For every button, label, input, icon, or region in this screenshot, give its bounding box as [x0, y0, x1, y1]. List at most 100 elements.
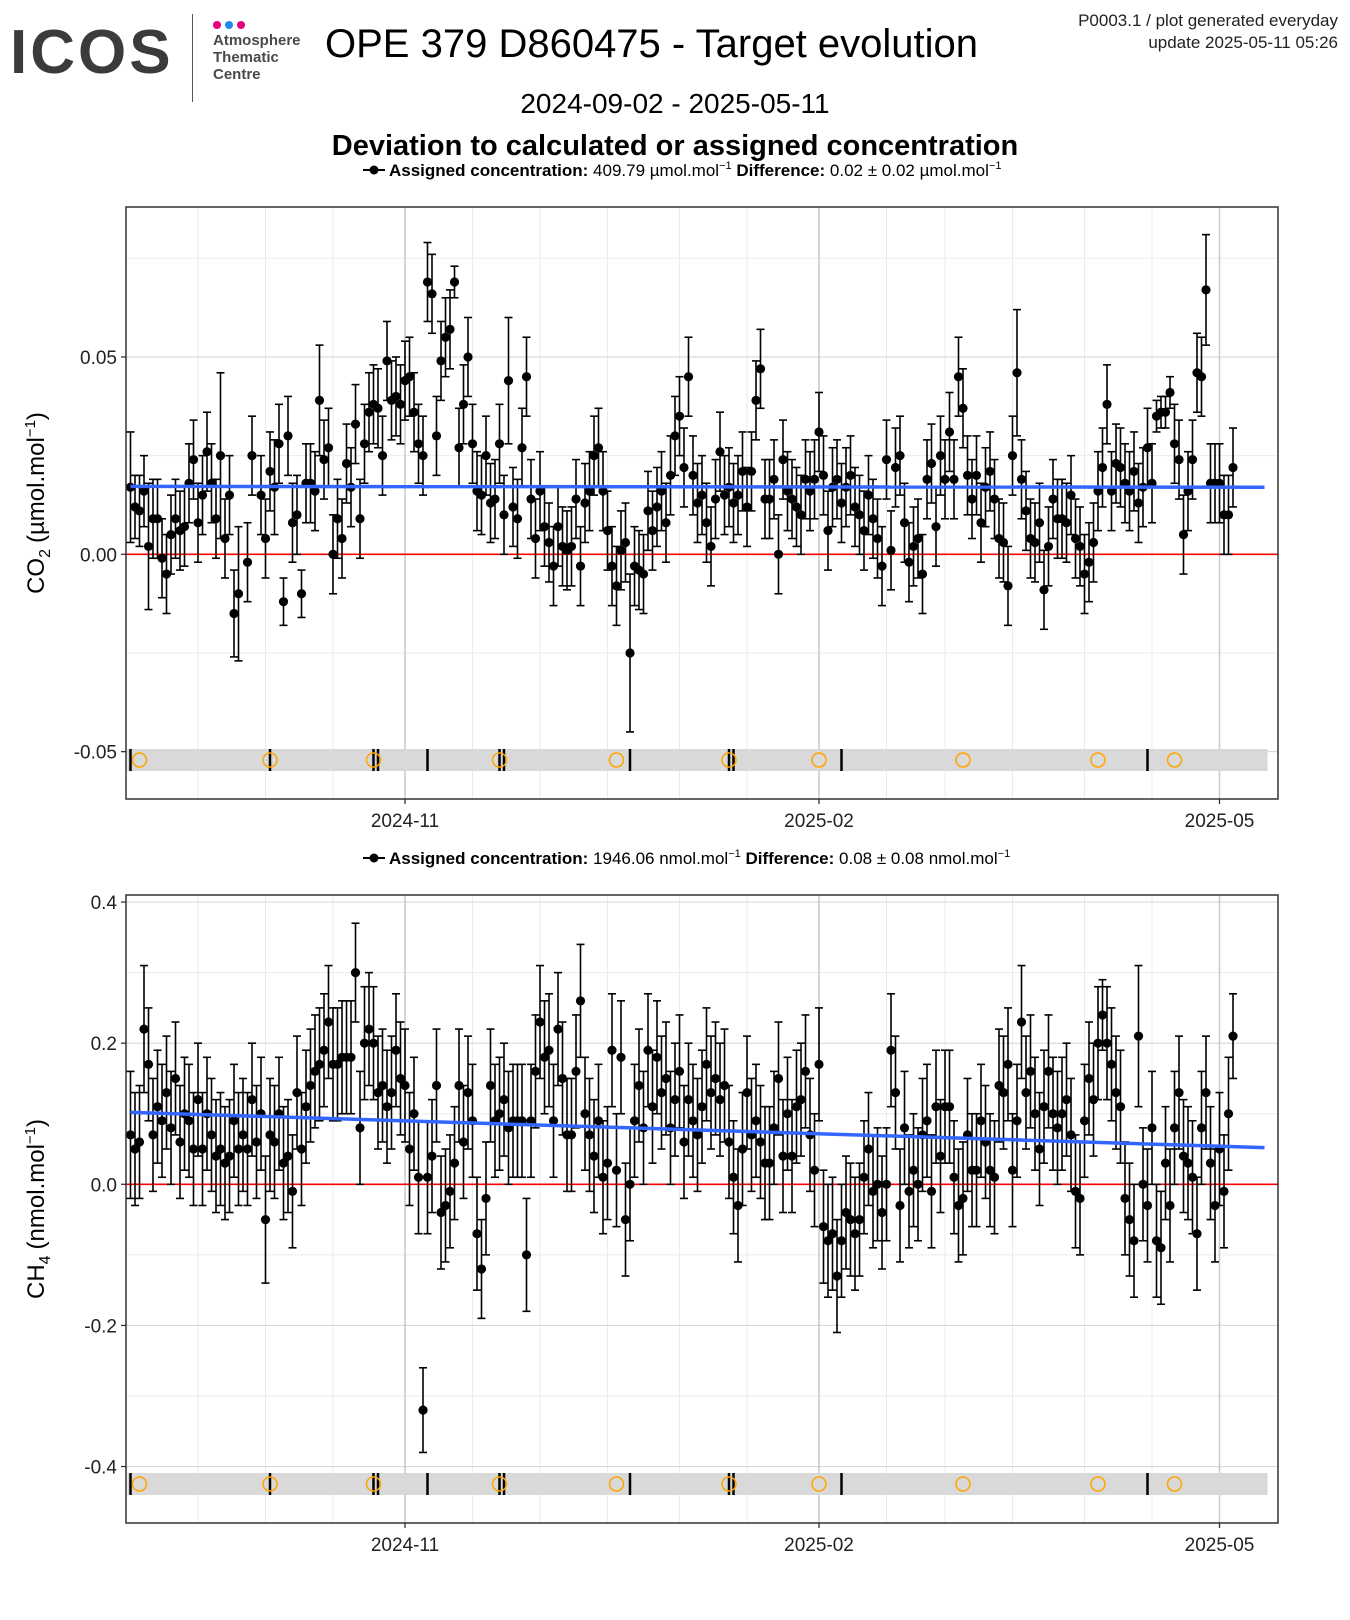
data-point: [143, 541, 154, 552]
data-point: [859, 526, 869, 536]
data-point: [908, 541, 919, 552]
data-point: [179, 522, 190, 532]
data-point: [265, 466, 275, 477]
data-point: [386, 1087, 397, 1098]
data-point: [571, 1066, 581, 1077]
data-point: [508, 502, 518, 512]
data-point: [661, 518, 671, 528]
data-point: [976, 1116, 986, 1126]
data-point: [476, 1264, 487, 1274]
data-point: [1102, 1038, 1112, 1048]
data-point: [134, 506, 145, 516]
data-point: [359, 439, 370, 449]
data-point: [1016, 1017, 1027, 1027]
date-range: 2024-09-02 - 2025-05-11: [520, 88, 830, 119]
data-point: [481, 451, 491, 461]
data-point: [1097, 1010, 1108, 1020]
data-point: [440, 332, 451, 342]
data-point: [1039, 585, 1049, 595]
data-point: [188, 454, 199, 465]
calibration-marker: [262, 752, 278, 768]
data-point: [890, 462, 901, 473]
data-point: [823, 1236, 833, 1246]
data-point: [274, 439, 284, 449]
data-point: [332, 514, 343, 524]
data-point: [1088, 1095, 1099, 1105]
data-point: [296, 1144, 307, 1154]
data-point: [571, 494, 581, 504]
data-point: [949, 474, 959, 484]
legend-text: Assigned concentration: 409.79 µmol.mol−…: [389, 160, 1001, 180]
x-tick-label: 2024-11: [371, 1535, 439, 1556]
data-point: [688, 1116, 698, 1126]
data-point: [319, 1045, 329, 1055]
data-point: [454, 1080, 464, 1091]
calibration-marker: [955, 752, 971, 768]
data-point: [526, 494, 536, 504]
data-point: [355, 514, 365, 524]
data-point: [1174, 1087, 1184, 1098]
data-point: [836, 1236, 847, 1246]
data-point: [1219, 1186, 1229, 1196]
data-point: [1043, 541, 1054, 552]
data-point: [220, 1158, 230, 1168]
data-point: [872, 1179, 883, 1189]
data-point: [598, 1172, 608, 1182]
data-point: [278, 1158, 289, 1168]
data-point: [472, 1229, 482, 1239]
data-point: [611, 581, 622, 591]
calibration-marker: [131, 1476, 148, 1492]
data-point: [580, 1109, 590, 1119]
data-point: [769, 1123, 779, 1133]
data-point: [670, 431, 680, 441]
data-point: [1079, 1116, 1090, 1126]
data-point: [904, 1186, 914, 1196]
data-point: [1178, 529, 1189, 540]
data-point: [1003, 1059, 1013, 1069]
data-point: [436, 356, 446, 366]
data-point: [517, 443, 527, 453]
data-point: [814, 427, 824, 437]
data-point: [310, 486, 320, 496]
data-point: [724, 1137, 734, 1147]
data-point: [958, 1193, 968, 1204]
data-point: [899, 518, 910, 528]
data-point: [620, 1214, 631, 1225]
data-point: [679, 462, 689, 473]
data-point: [854, 1214, 865, 1225]
data-point: [710, 494, 721, 504]
icos-logo: ICOS Atmosphere Thematic Centre: [10, 14, 320, 104]
data-point: [247, 451, 257, 461]
data-point: [521, 372, 532, 382]
data-point: [256, 490, 266, 500]
data-point: [422, 277, 433, 287]
data-point: [809, 1165, 820, 1175]
y-tick-label: 0.0: [91, 1175, 117, 1196]
data-point: [989, 1172, 1000, 1182]
data-point: [832, 474, 842, 484]
data-point: [773, 1073, 784, 1084]
data-point: [400, 1080, 410, 1091]
data-point: [449, 277, 460, 287]
data-point: [886, 1045, 896, 1055]
data-point: [800, 474, 811, 484]
trend-line: [130, 484, 1265, 489]
data-point: [1115, 1102, 1126, 1112]
data-point: [1021, 1087, 1031, 1098]
data-point: [796, 510, 806, 520]
data-point: [413, 1172, 424, 1182]
data-point: [530, 533, 541, 544]
data-point: [1102, 399, 1112, 409]
data-point: [1021, 506, 1031, 516]
data-point: [697, 1102, 707, 1112]
data-point: [323, 1017, 334, 1027]
calibration-marker: [608, 1476, 625, 1492]
logo-subtitle: Atmosphere Thematic Centre: [213, 32, 301, 83]
data-point: [818, 1222, 829, 1232]
data-point: [787, 494, 797, 504]
data-point: [814, 1059, 824, 1069]
data-point: [904, 557, 914, 567]
data-point: [985, 466, 995, 477]
page-title: OPE 379 D860475 - Target evolution: [325, 22, 979, 66]
data-point: [845, 1214, 856, 1225]
